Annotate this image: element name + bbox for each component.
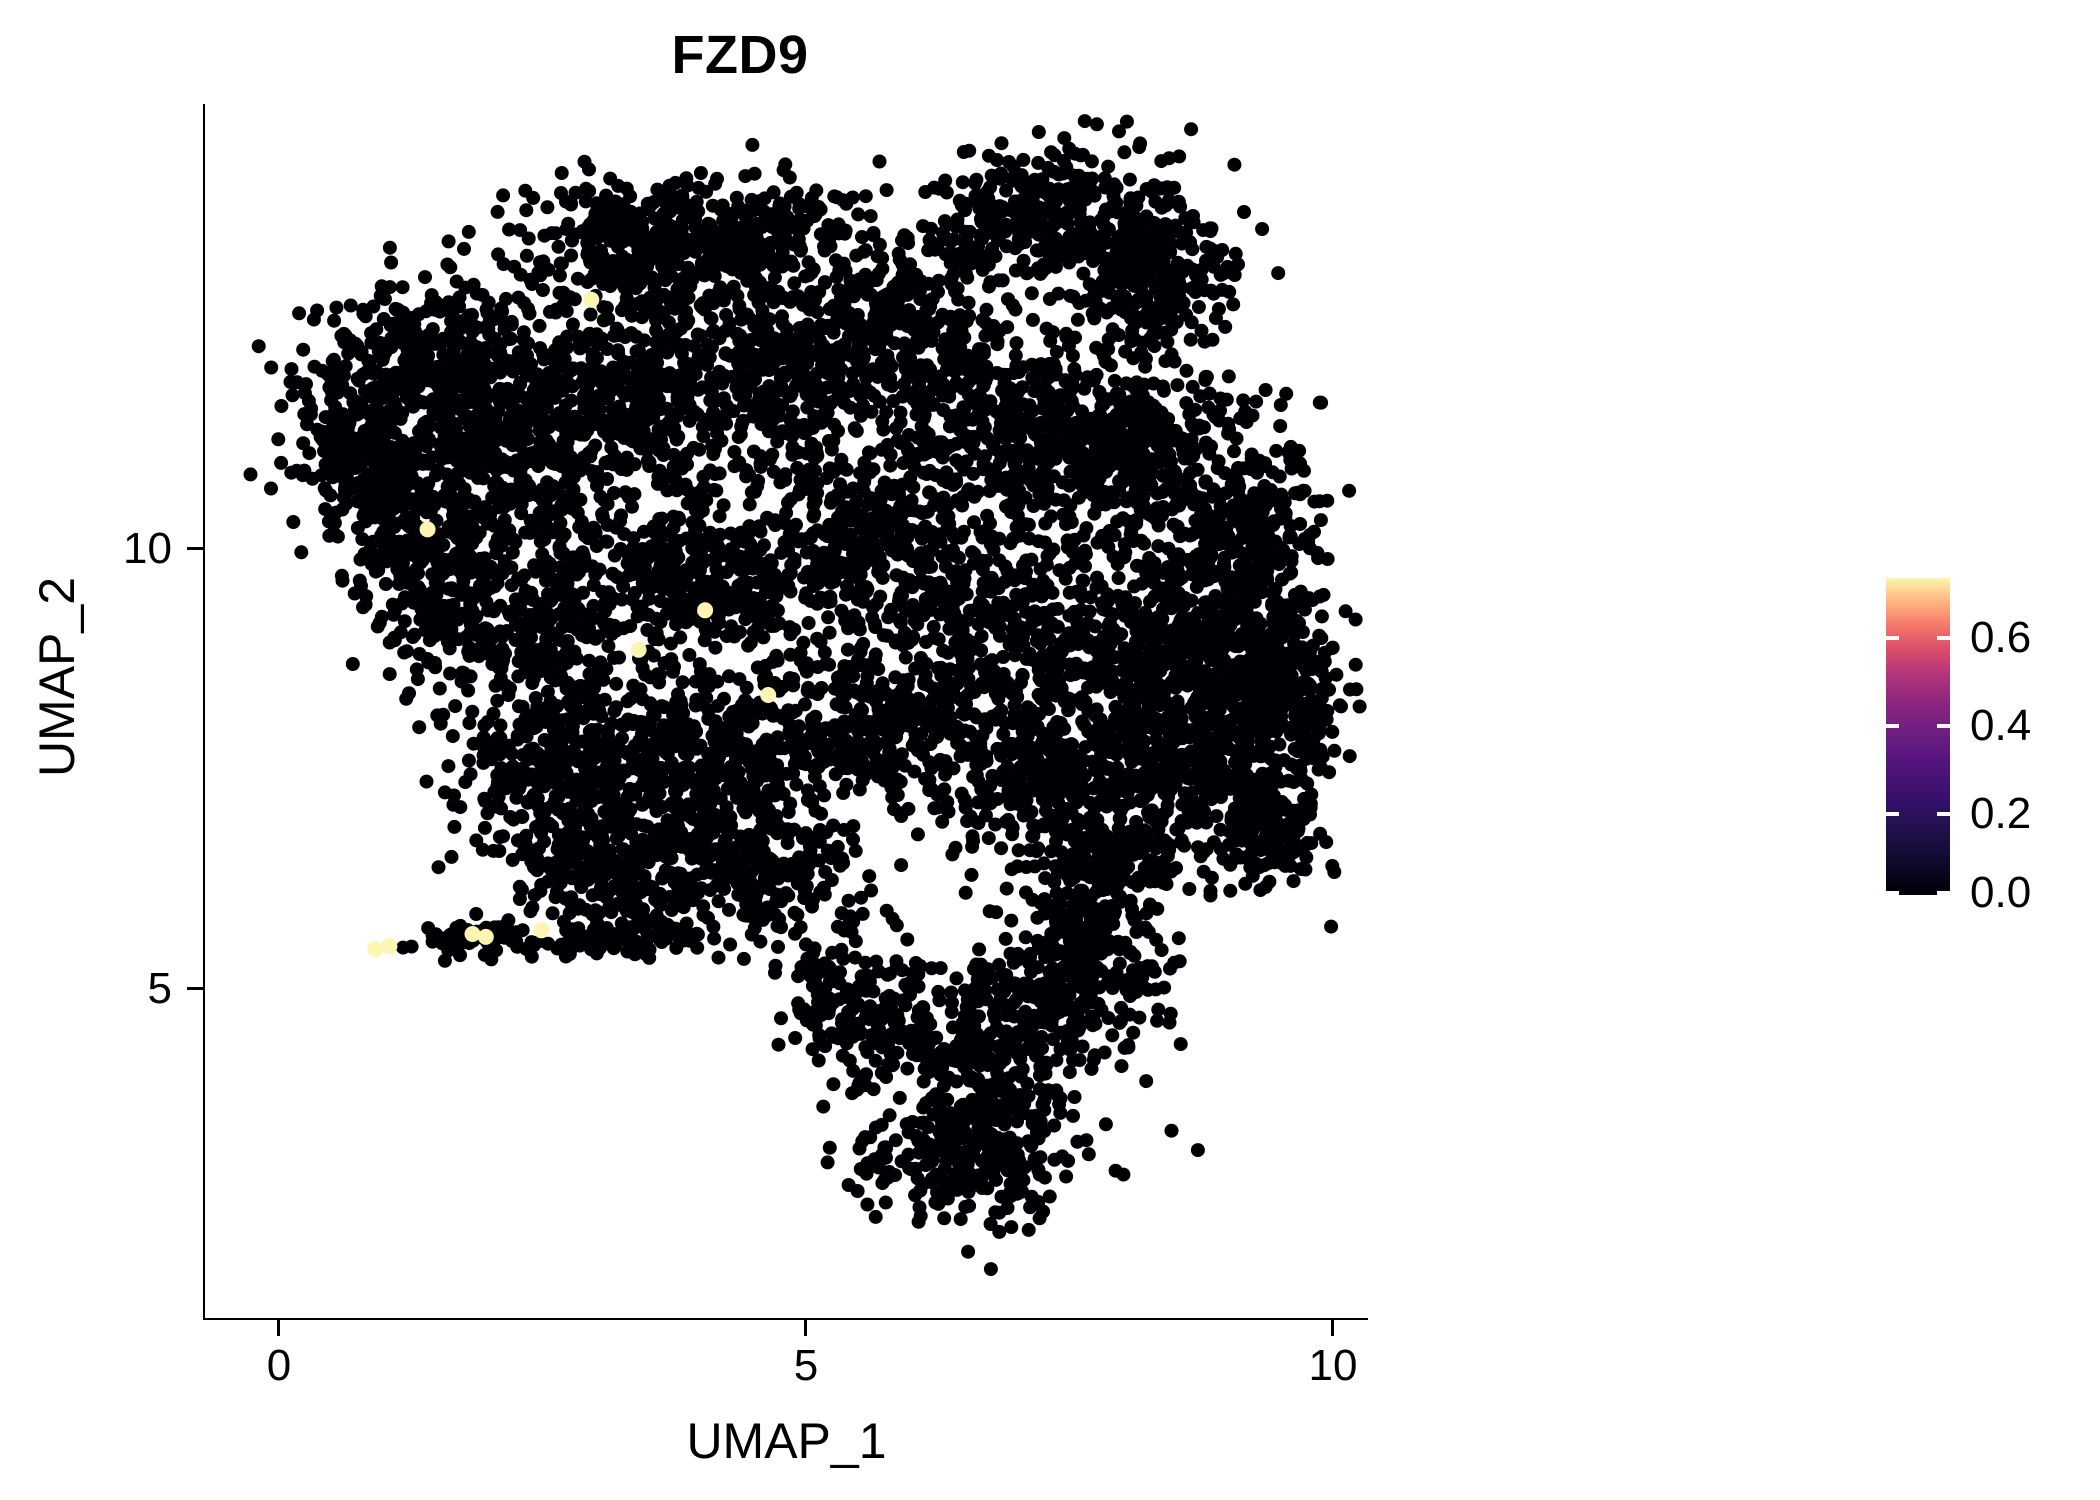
x-axis-line xyxy=(203,1316,1368,1320)
colorbar-tick-0.0-left xyxy=(1886,891,1899,895)
scatter-points-layer xyxy=(243,114,1367,1277)
x-tick-label-5: 5 xyxy=(793,1341,819,1390)
colorbar-tick-0.6-right xyxy=(1937,636,1950,640)
colorbar-tick-0.4-left xyxy=(1886,724,1899,728)
x-tick-mark-5 xyxy=(804,1320,807,1336)
y-axis-title: UMAP_2 xyxy=(29,576,85,778)
x-axis-title: UMAP_1 xyxy=(686,1413,887,1469)
colorbar-label-0.2: 0.2 xyxy=(1970,789,2032,838)
colorbar-label-0.6: 0.6 xyxy=(1970,613,2032,662)
x-tick-label-0: 0 xyxy=(266,1341,292,1390)
colorbar-label-0.4: 0.4 xyxy=(1970,701,2032,750)
y-tick-mark-5 xyxy=(187,987,203,990)
x-tick-mark-10 xyxy=(1331,1320,1334,1336)
colorbar-gradient xyxy=(1886,578,1950,895)
y-tick-label-5: 5 xyxy=(147,964,172,1013)
colorbar-label-0.0: 0.0 xyxy=(1970,868,2032,917)
x-tick-label-10: 10 xyxy=(1308,1341,1358,1390)
colorbar-tick-0.2-left xyxy=(1886,812,1899,816)
colorbar-tick-0.2-right xyxy=(1937,812,1950,816)
y-tick-label-10: 10 xyxy=(123,524,172,573)
y-tick-mark-10 xyxy=(187,547,203,550)
page-title: FZD9 xyxy=(671,25,809,85)
colorbar-tick-0.4-right xyxy=(1937,724,1950,728)
x-tick-mark-0 xyxy=(277,1320,280,1336)
colorbar-legend: 0.6 0.4 0.2 0.0 xyxy=(1886,578,2086,917)
colorbar-tick-0.6-left xyxy=(1886,636,1899,640)
colorbar-tick-0.0-right xyxy=(1937,891,1950,895)
